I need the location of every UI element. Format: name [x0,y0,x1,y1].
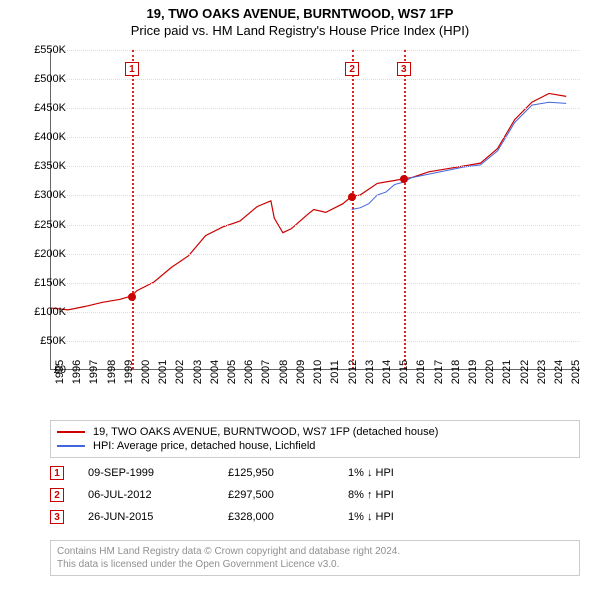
gridline-h [51,195,580,196]
sale-price-3: £328,000 [228,511,348,523]
y-tick-label: £350K [34,160,66,172]
x-tick-label: 2014 [381,360,393,384]
x-tick-label: 2006 [243,360,255,384]
x-tick-label: 2009 [295,360,307,384]
legend-label-hpi: HPI: Average price, detached house, Lich… [93,440,315,452]
x-tick-label: 2015 [398,360,410,384]
legend-row-property: 19, TWO OAKS AVENUE, BURNTWOOD, WS7 1FP … [57,425,573,439]
sale-vline [352,50,354,369]
legend-swatch-property [57,431,85,433]
x-tick-label: 1999 [123,360,135,384]
x-tick-label: 2010 [312,360,324,384]
y-tick-label: £300K [34,189,66,201]
gridline-h [51,254,580,255]
x-tick-label: 2005 [226,360,238,384]
x-tick-label: 2012 [347,360,359,384]
x-tick-label: 2019 [467,360,479,384]
legend-swatch-hpi [57,445,85,447]
gridline-h [51,312,580,313]
y-tick-label: £50K [40,335,66,347]
x-tick-label: 2008 [278,360,290,384]
x-tick-label: 2024 [553,360,565,384]
sale-marker-num: 3 [397,62,411,76]
y-tick-label: £450K [34,102,66,114]
x-tick-label: 2003 [192,360,204,384]
x-tick-label: 2007 [260,360,272,384]
gridline-h [51,166,580,167]
x-tick-label: 2017 [433,360,445,384]
x-tick-label: 2004 [209,360,221,384]
x-tick-label: 1995 [54,360,66,384]
y-tick-label: £400K [34,131,66,143]
sale-dot [348,193,356,201]
sale-delta-2: 8% ↑ HPI [348,489,468,501]
chart-plot-area: 1 2 3 [50,50,580,370]
x-tick-label: 2000 [140,360,152,384]
x-tick-label: 2016 [415,360,427,384]
sale-dot [128,293,136,301]
y-tick-label: £250K [34,219,66,231]
table-row: 3 26-JUN-2015 £328,000 1% ↓ HPI [50,506,580,528]
gridline-h [51,283,580,284]
x-tick-label: 2020 [484,360,496,384]
x-tick-label: 2021 [501,360,513,384]
sale-date-2: 06-JUL-2012 [88,489,228,501]
legend-box: 19, TWO OAKS AVENUE, BURNTWOOD, WS7 1FP … [50,420,580,458]
series-line-property_price_paid [51,93,566,309]
x-tick-label: 1998 [106,360,118,384]
sale-num-1: 1 [50,466,64,480]
footer-line-2: This data is licensed under the Open Gov… [57,558,573,571]
x-tick-label: 1997 [88,360,100,384]
series-line-hpi_lichfield_detached [352,102,567,209]
table-row: 1 09-SEP-1999 £125,950 1% ↓ HPI [50,462,580,484]
gridline-h [51,225,580,226]
series-svg [51,50,580,369]
y-tick-label: £100K [34,306,66,318]
sale-num-2: 2 [50,488,64,502]
table-row: 2 06-JUL-2012 £297,500 8% ↑ HPI [50,484,580,506]
sale-num-3: 3 [50,510,64,524]
sale-dot [400,175,408,183]
sale-delta-3: 1% ↓ HPI [348,511,468,523]
footer-attribution: Contains HM Land Registry data © Crown c… [50,540,580,576]
x-tick-label: 2001 [157,360,169,384]
sale-price-2: £297,500 [228,489,348,501]
legend-row-hpi: HPI: Average price, detached house, Lich… [57,439,573,453]
x-tick-label: 2013 [364,360,376,384]
sale-marker-num: 1 [125,62,139,76]
sale-vline [404,50,406,369]
title-line-2: Price paid vs. HM Land Registry's House … [0,23,600,38]
x-tick-label: 2023 [536,360,548,384]
sale-marker-num: 2 [345,62,359,76]
gridline-h [51,137,580,138]
y-tick-label: £200K [34,248,66,260]
x-tick-label: 2018 [450,360,462,384]
x-tick-label: 2011 [329,360,341,384]
footer-line-1: Contains HM Land Registry data © Crown c… [57,545,573,558]
y-tick-label: £150K [34,277,66,289]
sale-date-3: 26-JUN-2015 [88,511,228,523]
y-tick-label: £500K [34,73,66,85]
sale-price-1: £125,950 [228,467,348,479]
sale-delta-1: 1% ↓ HPI [348,467,468,479]
gridline-h [51,79,580,80]
sales-table: 1 09-SEP-1999 £125,950 1% ↓ HPI 2 06-JUL… [50,462,580,528]
chart-title-block: 19, TWO OAKS AVENUE, BURNTWOOD, WS7 1FP … [0,0,600,38]
legend-label-property: 19, TWO OAKS AVENUE, BURNTWOOD, WS7 1FP … [93,426,438,438]
sale-date-1: 09-SEP-1999 [88,467,228,479]
gridline-h [51,50,580,51]
sale-vline [132,50,134,369]
x-tick-label: 1996 [71,360,83,384]
gridline-h [51,108,580,109]
y-tick-label: £550K [34,44,66,56]
title-line-1: 19, TWO OAKS AVENUE, BURNTWOOD, WS7 1FP [0,6,600,21]
x-tick-label: 2025 [570,360,582,384]
x-tick-label: 2022 [519,360,531,384]
gridline-h [51,341,580,342]
x-tick-label: 2002 [174,360,186,384]
